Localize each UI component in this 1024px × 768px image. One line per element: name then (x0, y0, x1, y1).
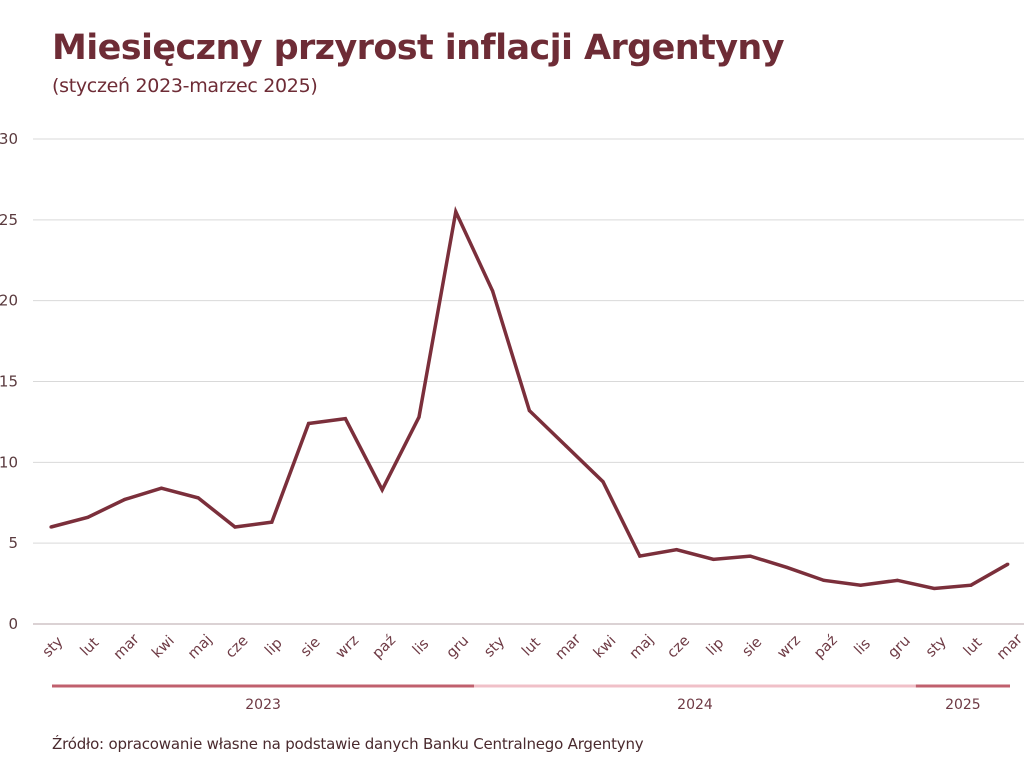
data-point (380, 488, 384, 492)
y-tick-label: 20 (0, 292, 18, 310)
data-point (675, 548, 679, 552)
x-tick-label: sie (739, 634, 765, 660)
data-point (711, 557, 716, 561)
y-tick-label: 10 (0, 453, 18, 471)
data-point (417, 415, 421, 419)
x-tick-label: mar (111, 631, 143, 663)
data-point (233, 525, 237, 529)
year-label: 2024 (677, 697, 713, 713)
data-point (159, 486, 163, 490)
x-tick-label: lip (262, 635, 286, 659)
x-tick-label: lut (519, 635, 544, 660)
x-tick-label: maj (185, 632, 215, 662)
data-point (822, 578, 826, 582)
x-tick-label: sty (923, 634, 950, 661)
data-point (638, 554, 642, 558)
x-tick-label: lut (78, 635, 103, 660)
x-tick-label: maj (627, 632, 657, 662)
x-tick-label: sty (481, 634, 508, 661)
x-tick-label: mar (552, 631, 584, 663)
data-point (196, 496, 200, 500)
y-tick-label: 0 (8, 615, 18, 633)
data-point (49, 525, 53, 529)
x-tick-label: lis (852, 636, 874, 658)
x-tick-label: wrz (333, 633, 362, 662)
x-tick-label: sie (298, 634, 324, 660)
x-tick-label: cze (223, 633, 252, 662)
chart-subtitle: (styczeń 2023-marzec 2025) (52, 75, 318, 97)
data-point (343, 417, 347, 421)
data-point (491, 289, 495, 293)
y-axis-ticks: 0 5 10 15 20 25 30 (0, 130, 18, 633)
data-point (859, 583, 863, 587)
data-point (454, 210, 458, 214)
x-tick-label: sty (40, 634, 67, 661)
x-tick-label: kwi (149, 633, 177, 661)
y-tick-label: 30 (0, 130, 18, 148)
x-tick-label: lip (704, 635, 728, 659)
data-point (86, 515, 90, 519)
data-point (527, 409, 532, 413)
data-point (785, 565, 789, 570)
x-tick-label: gru (444, 633, 473, 662)
data-point (748, 554, 752, 558)
source-note: Źródło: opracowanie własne na podstawie … (52, 735, 644, 753)
x-tick-label: wrz (775, 633, 804, 662)
x-tick-label: lut (961, 635, 986, 660)
y-tick-label: 25 (0, 211, 18, 229)
data-point (307, 421, 311, 426)
x-tick-label: paź (370, 632, 399, 661)
data-point (932, 586, 936, 591)
x-tick-label: mar (994, 631, 1024, 663)
data-point (601, 480, 605, 484)
data-point (969, 583, 973, 587)
y-tick-label: 5 (8, 534, 18, 552)
data-point (1006, 562, 1010, 566)
series-line (50, 205, 1009, 591)
gridlines (33, 138, 1024, 625)
x-axis-ticks: sty lut mar kwi maj cze lip sie wrz paź lis gru sty l… (40, 631, 1024, 663)
series-layer (49, 205, 1010, 591)
x-tick-label: kwi (591, 633, 619, 661)
x-tick-label: cze (664, 633, 693, 662)
data-point (270, 520, 274, 524)
x-tick-label: gru (885, 633, 914, 662)
year-groups: 2023 2024 2025 (52, 684, 1010, 713)
year-label: 2025 (945, 697, 981, 713)
x-tick-label: paź (811, 632, 840, 661)
data-point (564, 444, 568, 448)
y-tick-label: 15 (0, 373, 18, 391)
data-point (123, 497, 127, 502)
data-point (895, 578, 900, 582)
x-tick-label: lis (410, 636, 432, 658)
year-label: 2023 (245, 697, 281, 713)
chart-title: Miesięczny przyrost inflacji Argentyny (52, 28, 785, 68)
